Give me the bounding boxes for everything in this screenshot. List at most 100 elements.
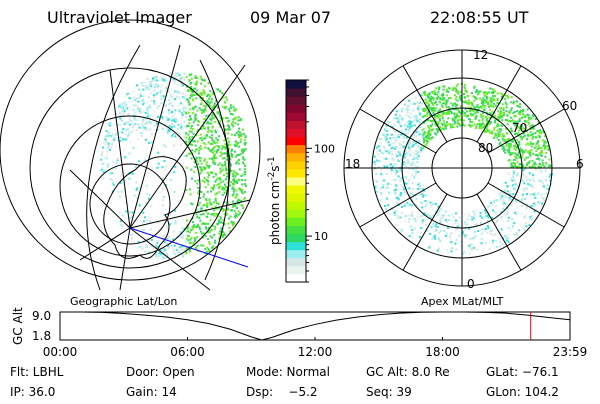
aurora-pixel <box>161 256 163 258</box>
aurora-pixel <box>387 153 389 155</box>
aurora-pixel <box>155 125 157 127</box>
aurora-pixel <box>223 139 225 141</box>
aurora-pixel <box>150 205 152 207</box>
aurora-pixel <box>543 200 545 202</box>
aurora-pixel <box>457 122 459 124</box>
aurora-pixel <box>510 177 512 179</box>
aurora-pixel <box>383 184 385 186</box>
aurora-pixel <box>144 82 146 84</box>
aurora-pixel <box>506 213 508 215</box>
aurora-pixel <box>420 232 422 234</box>
aurora-pixel <box>160 95 162 97</box>
aurora-pixel <box>515 207 517 209</box>
aurora-pixel <box>503 146 505 148</box>
aurora-pixel <box>385 158 387 160</box>
aurora-pixel <box>181 117 183 119</box>
aurora-pixel <box>431 102 433 104</box>
aurora-pixel <box>192 140 194 142</box>
colorbar-band <box>286 112 306 121</box>
aurora-pixel <box>387 183 389 185</box>
aurora-pixel <box>218 187 220 189</box>
aurora-pixel <box>525 225 527 227</box>
aurora-pixel <box>101 151 103 153</box>
aurora-pixel <box>500 197 502 199</box>
aurora-pixel <box>224 188 226 190</box>
aurora-pixel <box>484 99 486 101</box>
aurora-pixel <box>386 137 388 139</box>
aurora-pixel <box>431 203 433 205</box>
aurora-pixel <box>197 110 199 112</box>
aurora-pixel <box>481 127 483 129</box>
aurora-pixel <box>210 213 212 215</box>
aurora-pixel <box>214 242 216 244</box>
aurora-pixel <box>464 125 466 127</box>
aurora-pixel <box>439 240 441 242</box>
aurora-pixel <box>238 179 240 181</box>
aurora-pixel <box>547 184 549 186</box>
aurora-pixel <box>244 191 246 193</box>
aurora-pixel <box>501 228 503 230</box>
aurora-pixel <box>421 206 423 208</box>
aurora-pixel <box>466 234 468 236</box>
aurora-pixel <box>216 142 218 144</box>
aurora-pixel <box>506 114 508 116</box>
aurora-pixel <box>496 220 498 222</box>
aurora-pixel <box>207 121 209 123</box>
aurora-pixel <box>160 90 162 92</box>
aurora-pixel <box>144 250 146 252</box>
aurora-pixel <box>451 250 453 252</box>
aurora-pixel <box>400 134 402 136</box>
aurora-pixel <box>232 175 234 177</box>
aurora-pixel <box>438 86 440 88</box>
aurora-pixel <box>192 228 194 230</box>
aurora-pixel <box>204 137 206 139</box>
aurora-pixel <box>169 125 171 127</box>
aurora-pixel <box>436 104 438 106</box>
info-seq: Seq: 39 <box>366 385 412 399</box>
aurora-pixel <box>240 175 242 177</box>
aurora-pixel <box>523 136 525 138</box>
aurora-pixel <box>184 247 186 249</box>
aurora-pixel <box>103 142 105 144</box>
aurora-pixel <box>414 227 416 229</box>
aurora-pixel <box>507 237 509 239</box>
aurora-pixel <box>509 159 511 161</box>
aurora-pixel <box>446 249 448 251</box>
aurora-pixel <box>476 209 478 211</box>
aurora-pixel <box>218 203 220 205</box>
aurora-pixel <box>476 115 478 117</box>
aurora-pixel <box>121 120 123 122</box>
aurora-pixel <box>142 103 144 105</box>
aurora-pixel <box>104 170 106 172</box>
aurora-pixel <box>148 96 150 98</box>
aurora-pixel <box>381 153 383 155</box>
aurora-pixel <box>527 134 529 136</box>
aurora-pixel <box>407 109 409 111</box>
aurora-pixel <box>540 180 542 182</box>
aurora-pixel <box>392 142 394 144</box>
aurora-pixel <box>221 148 223 150</box>
aurora-pixel <box>531 160 533 162</box>
aurora-pixel <box>204 158 206 160</box>
aurora-pixel <box>145 139 147 141</box>
aurora-pixel <box>379 199 381 201</box>
aurora-pixel <box>183 105 185 107</box>
aurora-pixel <box>199 202 201 204</box>
aurora-pixel <box>418 150 420 152</box>
aurora-pixel <box>519 118 521 120</box>
aurora-pixel <box>415 142 417 144</box>
aurora-pixel <box>486 215 488 217</box>
aurora-pixel <box>423 108 425 110</box>
aurora-pixel <box>194 151 196 153</box>
aurora-pixel <box>398 175 400 177</box>
aurora-pixel <box>235 190 237 192</box>
aurora-pixel <box>526 163 528 165</box>
aurora-pixel <box>501 125 503 127</box>
aurora-pixel <box>410 112 412 114</box>
aurora-pixel <box>205 115 207 117</box>
aurora-pixel <box>161 116 163 118</box>
aurora-pixel <box>394 214 396 216</box>
aurora-pixel <box>438 232 440 234</box>
aurora-pixel <box>395 224 397 226</box>
aurora-pixel <box>516 101 518 103</box>
